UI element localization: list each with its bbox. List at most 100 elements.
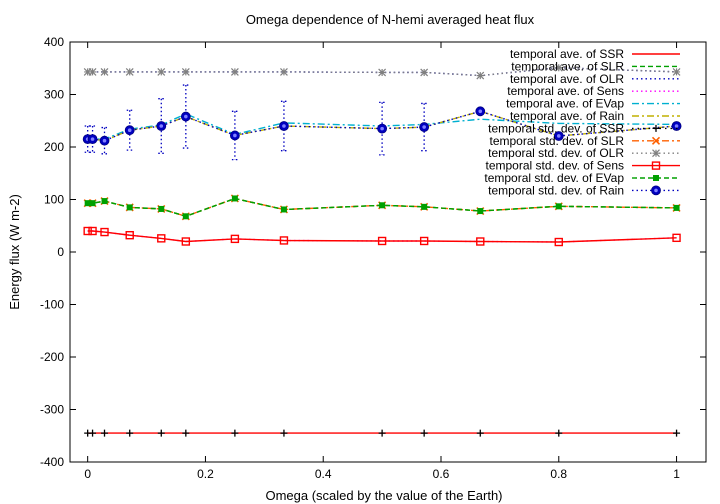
data-point — [182, 213, 189, 220]
legend-label: temporal ave. of SLR — [511, 59, 624, 73]
data-point — [377, 123, 388, 134]
y-tick-label: 400 — [44, 35, 64, 49]
data-point — [279, 236, 289, 245]
data-point — [421, 203, 428, 210]
series-temporal-std-dev-of-ssr — [84, 429, 681, 437]
x-tick-label: 1 — [673, 467, 680, 481]
data-point — [554, 63, 563, 72]
data-point — [231, 429, 239, 437]
chart-title: Omega dependence of N-hemi averaged heat… — [246, 12, 535, 27]
data-point — [158, 205, 165, 212]
data-point — [181, 237, 191, 246]
data-point — [156, 121, 167, 131]
data-point — [672, 233, 681, 243]
legend-entry: temporal std. dev. of EVap — [484, 171, 680, 185]
legend-entry: temporal std. dev. of OLR — [488, 146, 680, 160]
error-bar — [126, 109, 133, 151]
data-point — [157, 234, 166, 243]
data-point — [125, 230, 134, 240]
axes: -400 -300 -200 -100 0 100 200 300 400 0 0.2 0.4 0.6 0… — [40, 35, 707, 481]
data-point — [126, 204, 133, 211]
data-point — [476, 429, 484, 437]
data-point — [476, 71, 485, 80]
x-tick-label: 0.4 — [315, 467, 332, 481]
data-point — [101, 429, 109, 437]
legend-label: temporal ave. of OLR — [510, 72, 624, 86]
x-tick-label: 0.8 — [550, 467, 567, 481]
series-temporal-std-dev-of-sens — [83, 226, 681, 247]
data-point — [182, 429, 190, 437]
data-point — [230, 68, 239, 76]
error-bar — [158, 98, 165, 154]
series-temporal-std-dev-of-rain — [82, 106, 682, 146]
data-point — [280, 206, 287, 213]
data-point — [672, 68, 681, 76]
y-tick-label: -300 — [40, 403, 64, 417]
legend-label: temporal std. dev. of EVap — [484, 171, 624, 185]
data-point — [87, 134, 98, 145]
error-bar — [182, 84, 189, 149]
legend-marker — [651, 185, 661, 196]
data-point — [378, 68, 387, 77]
error-bar — [379, 101, 386, 156]
data-point — [101, 198, 108, 205]
data-point — [88, 226, 97, 236]
data-point — [99, 135, 110, 146]
legend-marker — [653, 175, 659, 181]
legend-entry: temporal std. dev. of SSR — [488, 121, 680, 135]
data-point — [100, 68, 109, 76]
data-point — [279, 121, 289, 131]
legend-marker — [652, 124, 660, 132]
legend-label: temporal std. dev. of Sens — [485, 159, 624, 173]
legend-marker — [651, 136, 661, 145]
legend-label: temporal ave. of Sens — [507, 84, 624, 98]
legend-entry: temporal ave. of Rain — [510, 109, 680, 123]
data-point — [88, 68, 97, 76]
x-tick-label: 0.2 — [197, 467, 214, 481]
data-point — [89, 200, 96, 207]
legend-label: temporal std. dev. of OLR — [488, 146, 624, 160]
legend-entry: temporal std. dev. of SLR — [489, 134, 680, 148]
data-point — [157, 68, 166, 76]
data-point — [126, 429, 134, 437]
legend-marker — [651, 161, 661, 170]
legend-marker — [652, 149, 660, 158]
y-tick-label: 300 — [44, 88, 64, 102]
data-point — [553, 131, 564, 141]
error-bars-temporal-std-dev-of-rain — [84, 84, 428, 161]
data-point — [157, 429, 165, 437]
data-point — [420, 429, 428, 437]
series-temporal-std-dev-of-evap — [84, 195, 680, 220]
y-tick-label: -400 — [40, 455, 64, 469]
data-point — [83, 68, 92, 76]
data-point — [377, 236, 387, 246]
legend-label: temporal std. dev. of SSR — [488, 121, 624, 135]
y-axis-label: Energy flux (W m-2) — [7, 194, 22, 310]
data-point — [420, 68, 429, 77]
data-point — [378, 429, 386, 437]
data-point — [476, 237, 485, 246]
x-axis-label: Omega (scaled by the value of the Earth) — [265, 488, 502, 503]
data-point — [673, 429, 681, 437]
legend-label: temporal ave. of EVap — [506, 97, 624, 111]
plot-area — [82, 63, 682, 437]
data-point — [419, 236, 429, 246]
data-point — [230, 234, 240, 244]
data-point — [231, 195, 238, 202]
data-point — [89, 429, 97, 437]
series-temporal-std-dev-of-olr — [83, 63, 681, 80]
data-point — [555, 203, 562, 210]
legend-entry: temporal ave. of SSR — [510, 47, 680, 61]
data-point — [229, 130, 240, 141]
error-bar — [421, 102, 428, 152]
data-point — [475, 106, 486, 117]
data-point — [555, 429, 563, 437]
y-tick-label: -200 — [40, 350, 64, 364]
legend-label: temporal std. dev. of SLR — [489, 134, 624, 148]
legend-label: temporal ave. of Rain — [510, 109, 624, 123]
y-tick-label: 0 — [57, 245, 64, 259]
legend-entry: temporal std. dev. of Rain — [488, 183, 680, 197]
